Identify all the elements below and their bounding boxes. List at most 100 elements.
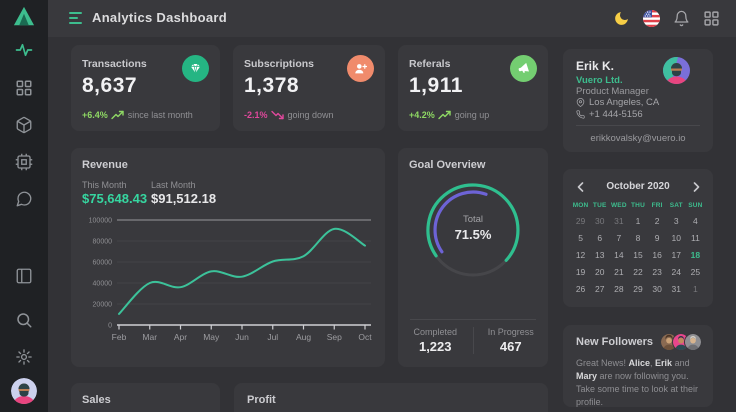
calendar-day[interactable]: 6 bbox=[597, 232, 603, 243]
user-plus-icon bbox=[355, 64, 367, 74]
goal-completed-cell: Completed 1,223 bbox=[398, 327, 473, 354]
chevron-right-icon bbox=[693, 181, 699, 192]
top-navbar: Analytics Dashboard bbox=[48, 0, 736, 37]
calendar-day[interactable]: 29 bbox=[575, 215, 586, 226]
svg-text:Oct: Oct bbox=[358, 332, 372, 342]
user-avatar-image-icon bbox=[11, 378, 37, 404]
completed-value: 1,223 bbox=[418, 339, 452, 354]
calendar-day[interactable]: 31 bbox=[671, 283, 681, 294]
calendar-day[interactable]: 17 bbox=[671, 249, 681, 260]
calendar-day[interactable]: 2 bbox=[654, 215, 660, 226]
sidebar-item-components[interactable] bbox=[15, 116, 33, 134]
chip-icon bbox=[15, 153, 33, 171]
sidebar-item-layouts[interactable] bbox=[15, 267, 33, 285]
menu-toggle-icon[interactable] bbox=[69, 12, 83, 24]
sidebar-item-activity[interactable] bbox=[15, 41, 33, 59]
svg-text:0: 0 bbox=[108, 323, 112, 330]
referals-stat-card: Referals 1,911 +4.2% going up bbox=[398, 45, 548, 131]
calendar-day[interactable]: 15 bbox=[633, 249, 643, 260]
calendar-prev-button[interactable] bbox=[573, 180, 587, 194]
calendar-day[interactable]: 22 bbox=[633, 266, 643, 277]
revenue-title: Revenue bbox=[82, 159, 128, 171]
sidebar-item-hardware[interactable] bbox=[15, 153, 33, 171]
calendar-day[interactable]: 16 bbox=[652, 249, 662, 260]
calendar-day[interactable]: 19 bbox=[575, 266, 586, 277]
sidebar-item-messages[interactable] bbox=[15, 190, 33, 208]
svg-text:Jul: Jul bbox=[267, 332, 278, 342]
calendar-day[interactable]: 1 bbox=[693, 283, 698, 294]
calendar-day[interactable]: 13 bbox=[594, 249, 605, 260]
calendar-day[interactable]: 30 bbox=[594, 215, 605, 226]
profile-card: Erik K. Vuero Ltd. Product Manager Los A… bbox=[563, 49, 713, 152]
sidebar-item-search[interactable] bbox=[15, 311, 33, 329]
search-icon bbox=[17, 313, 32, 328]
follower-avatar-mary[interactable] bbox=[684, 333, 702, 351]
chevron-left-icon bbox=[577, 181, 583, 192]
calendar-day[interactable]: 24 bbox=[671, 266, 681, 277]
stat-icon-badge bbox=[347, 55, 374, 82]
stat-note: going up bbox=[454, 110, 490, 120]
trend-up-icon bbox=[111, 110, 124, 120]
app-logo-triangle-icon[interactable] bbox=[13, 6, 35, 26]
subscriptions-stat-card: Subscriptions 1,378 -2.1% going down bbox=[233, 45, 385, 131]
calendar-day[interactable]: 20 bbox=[594, 266, 605, 277]
svg-text:60000: 60000 bbox=[93, 260, 113, 267]
stat-icon-badge bbox=[182, 55, 209, 82]
follower-avatars bbox=[660, 333, 702, 351]
stat-label: Transactions bbox=[82, 58, 147, 70]
calendar-day[interactable]: 12 bbox=[575, 249, 586, 260]
calendar-day[interactable]: 30 bbox=[652, 283, 662, 294]
calendar-day[interactable]: 1 bbox=[635, 215, 641, 226]
profile-company-link[interactable]: Vuero Ltd. bbox=[576, 75, 623, 86]
divider bbox=[576, 125, 700, 126]
calendar-day[interactable]: 25 bbox=[690, 266, 701, 277]
calendar-day[interactable]: 31 bbox=[614, 215, 624, 226]
settings-gear-icon bbox=[16, 349, 32, 365]
stat-trend: -2.1% going down bbox=[244, 110, 334, 120]
goal-center-label: Total bbox=[462, 214, 484, 225]
goal-inprogress-cell: In Progress 467 bbox=[472, 327, 549, 354]
calendar-day-selected[interactable]: 18 bbox=[690, 249, 701, 260]
header-actions bbox=[613, 10, 720, 27]
calendar-day[interactable]: 4 bbox=[693, 215, 698, 226]
last-month-label: Last Month bbox=[151, 180, 196, 190]
sales-title: Sales bbox=[82, 394, 111, 406]
calendar-day[interactable]: 5 bbox=[578, 232, 583, 243]
calendar-day[interactable]: 27 bbox=[594, 283, 605, 294]
calendar-grid: MON TUE WED THU FRI SAT SUN 29 30 31 1 2 3 4 5 6 7 8 9 10 11… bbox=[571, 201, 705, 296]
profile-location-row: Los Angeles, CA bbox=[576, 97, 659, 108]
sidebar-item-settings[interactable] bbox=[15, 348, 33, 366]
calendar-day[interactable]: 7 bbox=[616, 232, 622, 243]
calendar-day-header: WED bbox=[610, 202, 627, 209]
trend-up-icon bbox=[438, 110, 451, 120]
calendar-header: October 2020 bbox=[573, 179, 703, 194]
profit-title: Profit bbox=[247, 394, 276, 406]
sidebar-user-avatar[interactable] bbox=[11, 378, 37, 404]
sidebar-item-dashboards[interactable] bbox=[15, 79, 33, 97]
calendar-day[interactable]: 14 bbox=[614, 249, 624, 260]
apps-button[interactable] bbox=[703, 10, 720, 27]
sidebar bbox=[0, 0, 48, 412]
stat-value: 1,378 bbox=[244, 74, 300, 97]
calendar-day[interactable]: 3 bbox=[673, 215, 679, 226]
calendar-day[interactable]: 26 bbox=[575, 283, 586, 294]
calendar-day[interactable]: 29 bbox=[633, 283, 643, 294]
svg-text:Jun: Jun bbox=[235, 332, 249, 342]
calendar-day[interactable]: 28 bbox=[614, 283, 624, 294]
notifications-button[interactable] bbox=[673, 10, 690, 27]
calendar-month-title: October 2020 bbox=[606, 181, 670, 192]
inprogress-value: 467 bbox=[499, 339, 522, 354]
calendar-day[interactable]: 9 bbox=[654, 232, 660, 243]
calendar-day[interactable]: 10 bbox=[671, 232, 681, 243]
calendar-day[interactable]: 21 bbox=[614, 266, 624, 277]
language-button[interactable] bbox=[643, 10, 660, 27]
apps-grid-icon bbox=[704, 11, 719, 26]
stat-delta: +6.4% bbox=[82, 110, 108, 120]
calendar-next-button[interactable] bbox=[689, 180, 703, 194]
profile-name: Erik K. bbox=[576, 59, 615, 73]
calendar-day[interactable]: 8 bbox=[635, 232, 641, 243]
theme-toggle-button[interactable] bbox=[613, 10, 630, 27]
calendar-day-header: TUE bbox=[592, 202, 607, 209]
calendar-day[interactable]: 23 bbox=[652, 266, 662, 277]
calendar-day[interactable]: 11 bbox=[691, 232, 700, 243]
